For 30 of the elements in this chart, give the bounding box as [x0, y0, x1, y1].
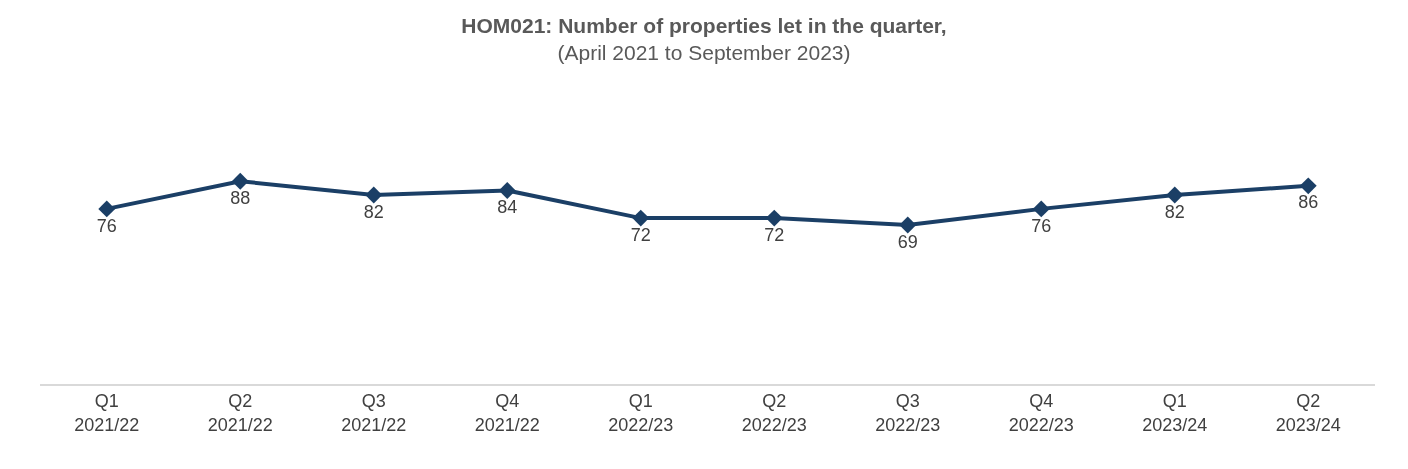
data-label: 88 [230, 187, 251, 208]
x-tick-label: Q1 2021/22 [74, 391, 140, 435]
point [1299, 177, 1317, 195]
x-tick-label: Q2 2022/23 [741, 391, 807, 435]
x-tick-label: Q3 2022/23 [875, 391, 941, 435]
data-label: 82 [363, 201, 384, 222]
x-tick-label: Q4 2022/23 [1008, 391, 1074, 435]
x-tick-label: Q3 2021/22 [341, 391, 407, 435]
x-tick-label: Q1 2022/23 [608, 391, 674, 435]
x-tick-label: Q2 2023/24 [1275, 391, 1341, 435]
data-label: 72 [764, 224, 785, 245]
point [231, 172, 249, 190]
data-label: 84 [497, 197, 518, 218]
point [365, 186, 383, 204]
point [98, 200, 116, 218]
x-tick-label: Q4 2021/22 [474, 391, 540, 435]
data-label: 69 [897, 231, 918, 252]
point [1166, 186, 1184, 204]
data-label: 86 [1298, 192, 1319, 213]
x-tick-label: Q1 2023/24 [1142, 391, 1208, 435]
chart-title: HOM021: Number of properties let in the quarter, [461, 13, 947, 37]
point [498, 181, 516, 199]
point [1032, 200, 1050, 218]
x-tick-label: Q2 2021/22 [207, 391, 273, 435]
chart-subtitle: (April 2021 to September 2023) [557, 41, 851, 65]
data-label: 76 [96, 215, 117, 236]
data-label: 76 [1031, 215, 1052, 236]
data-label: 72 [630, 224, 651, 245]
data-label: 82 [1164, 201, 1185, 222]
point [899, 216, 917, 234]
